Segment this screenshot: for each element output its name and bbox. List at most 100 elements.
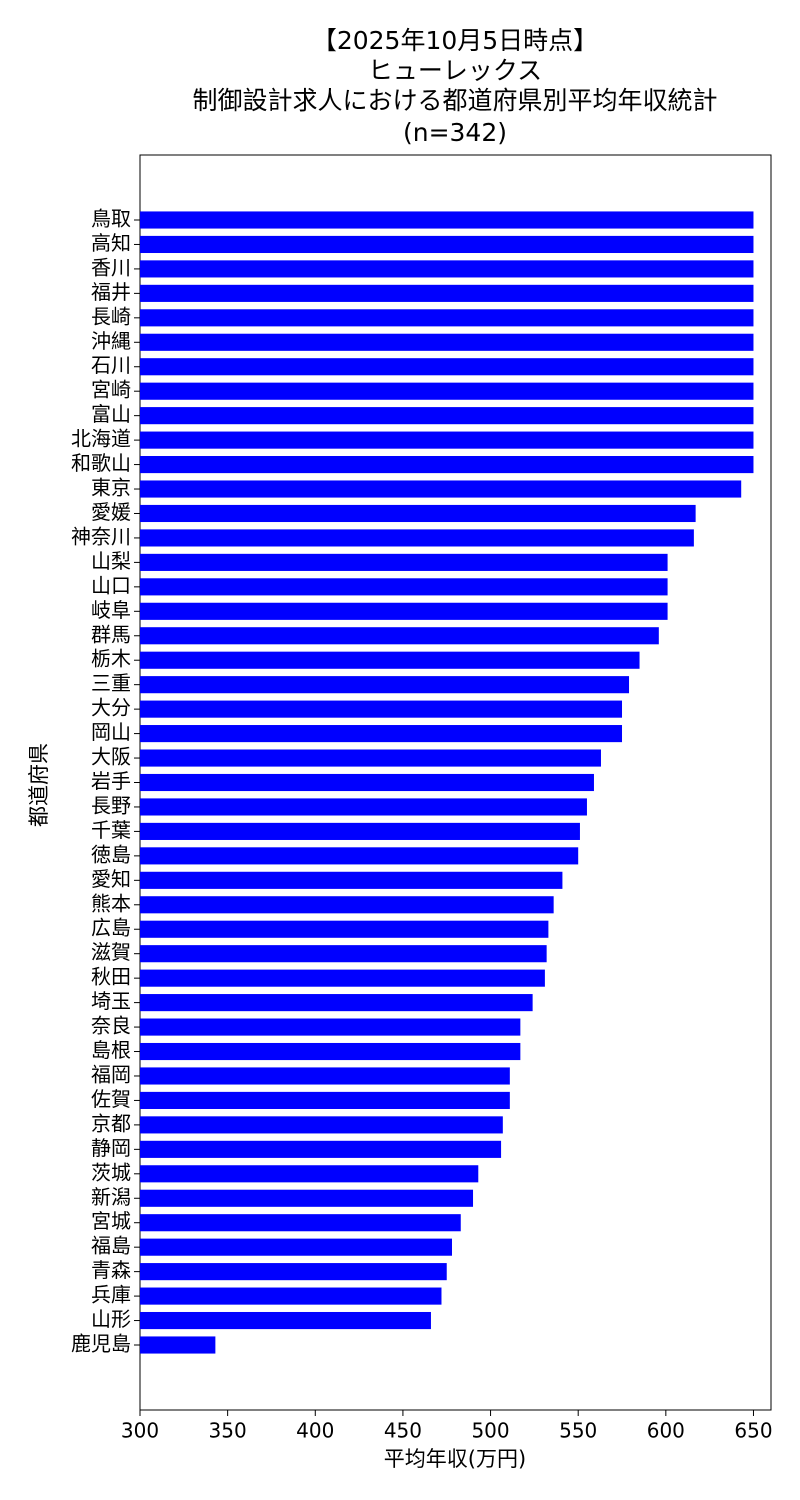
bar [140,1263,447,1281]
bar [140,456,754,474]
y-tick-label: 熊本 [91,891,131,915]
bar [140,969,545,987]
bar [140,504,696,523]
y-tick-label: 茨城 [91,1160,131,1184]
bar [140,1336,216,1354]
bar [140,1116,503,1134]
y-tick-label: 佐賀 [91,1087,131,1111]
bar [140,529,694,547]
y-tick-label: 島根 [91,1038,131,1062]
bar [140,1287,442,1305]
x-tick-label: 450 [384,1419,422,1443]
bar [140,1091,510,1109]
bar [140,431,754,449]
y-tick-label: 鳥取 [91,207,131,231]
x-tick-label: 400 [296,1419,334,1443]
bar [140,211,754,229]
y-tick-label: 福岡 [91,1062,131,1086]
y-tick-label: 山梨 [91,549,131,573]
y-tick-label: 沖縄 [91,329,131,353]
y-tick-label: 青森 [91,1258,131,1282]
y-tick-label: 長野 [91,793,131,817]
bar [140,651,640,669]
bar [140,382,754,400]
bar [140,333,754,351]
y-tick-label: 香川 [91,255,131,279]
y-tick-label: 新潟 [91,1185,131,1209]
bar [140,920,549,938]
y-tick-label: 奈良 [91,1014,131,1038]
bar [140,358,754,376]
bar [140,627,659,645]
y-tick-label: 山口 [91,573,131,597]
y-tick-label: 静岡 [91,1136,131,1160]
y-tick-label: 東京 [91,476,131,500]
bar [140,309,754,327]
x-tick-label: 500 [471,1419,509,1443]
bar [140,1311,431,1330]
bar [140,407,754,425]
bar [140,700,623,718]
y-tick-label: 富山 [91,402,131,426]
bar [140,1165,479,1183]
chart-subtitle: (n=342) [403,118,507,147]
bar [140,945,547,963]
x-tick-label: 650 [734,1419,772,1443]
y-tick-label: 兵庫 [91,1283,131,1307]
chart-title: 【2025年10月5日時点】 [312,26,598,55]
y-tick-label: 埼玉 [91,989,131,1013]
y-tick-label: 福井 [91,280,131,304]
bar [140,235,754,254]
bar [140,1238,452,1256]
y-tick-label: 福島 [91,1234,131,1258]
x-tick-label: 550 [559,1419,597,1443]
bar [140,1214,461,1232]
y-tick-label: 大分 [91,696,131,720]
y-tick-label: 高知 [91,231,131,255]
bar [140,284,754,302]
y-tick-label: 岐阜 [91,598,131,622]
y-tick-label: 神奈川 [71,524,131,548]
y-tick-label: 滋賀 [91,940,131,964]
x-tick-label: 300 [121,1419,159,1443]
bar [140,798,587,816]
bar [140,676,630,694]
bar [140,553,668,571]
y-tick-label: 鹿児島 [71,1332,131,1356]
y-tick-label: 宮崎 [91,378,131,402]
y-tick-label: 和歌山 [71,451,131,475]
y-tick-label: 長崎 [91,304,131,328]
y-tick-label: 徳島 [91,842,131,866]
y-tick-label: 広島 [91,916,131,940]
bar [140,1140,502,1158]
bar [140,260,754,278]
bar [140,871,563,889]
y-tick-label: 宮城 [91,1209,131,1233]
bar [140,749,601,767]
bar [140,1018,521,1036]
bar [140,1189,474,1207]
y-tick-label: 三重 [91,671,131,695]
y-tick-label: 秋田 [91,965,131,989]
chart-title: 制御設計求人における都道府県別平均年収統計 [192,86,717,115]
bar [140,578,668,596]
bar [140,822,580,840]
x-tick-label: 600 [647,1419,685,1443]
bar [140,480,742,498]
bar [140,896,554,914]
bar [140,602,668,620]
x-tick-label: 350 [209,1419,247,1443]
bar [140,994,533,1012]
y-tick-label: 石川 [91,353,131,377]
bar [140,1067,510,1085]
bar [140,1042,521,1061]
y-tick-label: 京都 [91,1111,131,1135]
chart-title: ヒューレックス [368,56,542,85]
y-axis-label: 都道府県 [27,743,51,827]
bar [140,773,594,792]
bar [140,847,579,865]
y-tick-label: 岡山 [91,720,131,744]
y-tick-label: 山形 [91,1307,131,1331]
bar [140,725,623,743]
